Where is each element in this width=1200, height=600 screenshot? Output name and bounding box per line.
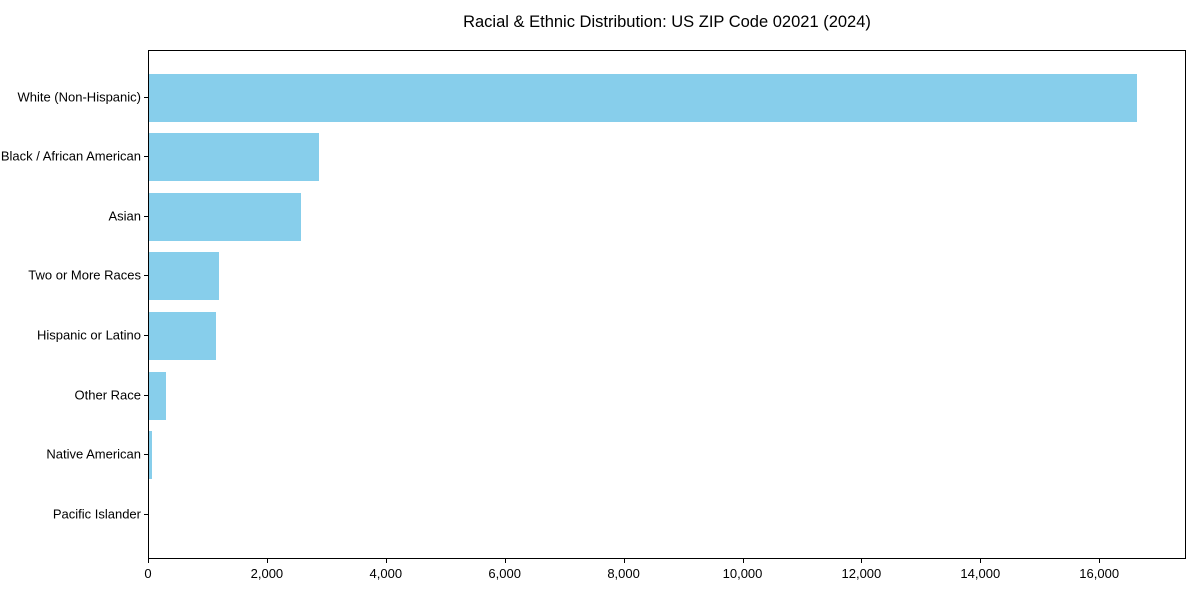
x-tick-label: 12,000 [841,566,882,581]
bar-white-non-hispanic [149,73,1138,122]
bar-asian [149,192,302,241]
x-tick-label: 2,000 [250,566,284,581]
x-tick-mark [385,559,387,563]
bar-two-or-more-races [149,252,220,301]
y-tick-label: Black / African American [0,148,141,164]
y-tick-label: Other Race [74,387,141,402]
y-tick-label: Pacific Islander [52,506,141,522]
y-tick-mark [144,334,148,336]
x-tick-label: 6,000 [488,566,521,581]
y-tick-mark [144,454,148,456]
y-tick-label: White (Non-Hispanic) [17,89,141,104]
x-tick-mark [1099,559,1101,563]
y-tick-label: Hispanic or Latino [36,327,141,343]
y-tick-label: Two or More Races [28,267,141,283]
x-tick-label: 10,000 [722,566,763,581]
y-tick-mark [144,156,148,158]
x-tick-mark [861,559,863,563]
x-tick-mark [148,559,149,563]
x-tick-mark [266,559,268,563]
x-tick-mark [980,559,982,563]
bar-other-race [149,371,167,420]
x-tick-label: 4,000 [369,566,403,581]
y-tick-mark [144,275,148,277]
bar-hispanic-or-latino [149,311,216,360]
x-tick-label: 0 [144,566,152,581]
x-tick-label: 8,000 [607,566,640,581]
bar-native-american [149,431,152,480]
bar-black-african-american [149,133,320,182]
y-tick-mark [144,96,148,98]
y-tick-label: Native American [46,446,141,462]
chart-title: Racial & Ethnic Distribution: US ZIP Cod… [463,13,871,31]
x-tick-mark [623,559,625,563]
x-tick-label: 16,000 [1079,566,1120,581]
x-tick-mark [742,559,744,563]
plot-area [148,50,1186,559]
y-tick-mark [144,215,148,217]
y-tick-label: Asian [108,208,141,224]
x-tick-mark [504,559,506,563]
y-tick-mark [144,513,148,515]
x-tick-label: 14,000 [960,566,1001,581]
y-tick-mark [144,394,148,396]
